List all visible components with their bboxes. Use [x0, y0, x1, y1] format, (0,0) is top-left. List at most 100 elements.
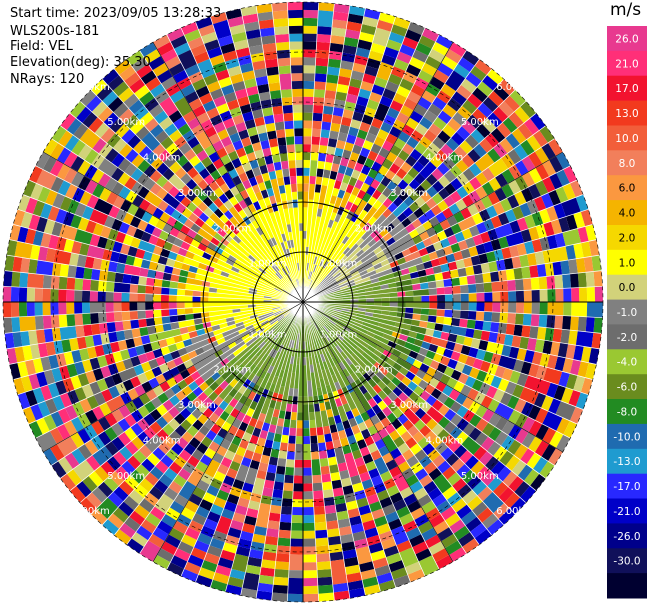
start-time-label: Start time: 2023/09/05 13:28:33 [10, 6, 222, 21]
colorbar-swatch [607, 523, 647, 549]
range-ring-label: 6.00km [72, 506, 110, 517]
range-ring-label: 6.00km [496, 82, 534, 93]
colorbar-tick-label: 8.0 [619, 158, 636, 170]
azimuth-spoke [152, 42, 304, 303]
colorbar-swatch [607, 374, 647, 400]
colorbar-swatch [607, 399, 647, 425]
colorbar-swatch [607, 324, 647, 350]
colorbar-swatch [607, 274, 647, 301]
range-ring-label: 2.00km [213, 365, 251, 376]
range-ring-label: 3.00km [178, 188, 216, 199]
range-ring-label: 1.00km [319, 259, 357, 270]
colorbar-swatch [607, 50, 647, 77]
range-ring-label: 5.00km [107, 117, 145, 128]
colorbar-tick-label: 4.0 [619, 208, 636, 220]
colorbar-tick-label: -8.0 [617, 407, 638, 419]
colorbar-swatch [607, 349, 647, 375]
colorbar-swatch [607, 249, 647, 276]
azimuth-spoke [302, 151, 563, 303]
radar-gate-cells [18, 17, 603, 594]
radar-gate-cells [20, 16, 597, 596]
range-ring-label: 4.00km [425, 435, 463, 446]
field-label: Field: VEL [10, 39, 73, 54]
colorbar-swatch [607, 26, 647, 52]
colorbar-tick-label: 17.0 [615, 83, 638, 95]
range-ring-label: 5.00km [461, 117, 499, 128]
colorbar-swatch [607, 175, 647, 201]
colorbar-swatch [607, 75, 647, 102]
radar-gate-cells [204, 270, 430, 426]
radar-gate-cells [4, 8, 572, 593]
colorbar-tick-label: -30.0 [613, 556, 640, 568]
azimuth-spoke [302, 301, 563, 453]
colorbar-swatch [607, 423, 647, 450]
range-ring-label: 6.00km [72, 82, 110, 93]
range-ring-label: 2.00km [213, 223, 251, 234]
colorbar-swatch [607, 200, 647, 226]
range-ring-label: 3.00km [390, 188, 428, 199]
range-ring-label: 1.00km [249, 329, 287, 340]
range-ring-label: 1.00km [249, 259, 287, 270]
nrays-label: NRays: 120 [10, 72, 85, 87]
azimuth-spoke [152, 301, 304, 562]
range-rings: 1.00km 1.00km 1.00km 1.00km 2.00km 2.00km 2.00… [2, 1, 604, 603]
azimuth-spoke [302, 301, 454, 562]
colorbar-unit: m/s [610, 0, 642, 20]
elevation-label: Elevation(deg): 35.30 [10, 55, 151, 70]
site-label: WLS200s-181 [10, 24, 100, 39]
colorbar-tick-label: -26.0 [613, 531, 640, 543]
radar-gate-cells [3, 19, 602, 583]
azimuth-spoke [302, 42, 454, 303]
range-ring-label: 5.00km [461, 471, 499, 482]
colorbar-tick-label: 26.0 [615, 33, 638, 45]
colorbar-swatch [607, 225, 647, 251]
colorbar-swatch [607, 125, 647, 151]
radar-gate-cells [36, 33, 570, 591]
range-ring-label: 2.00km [355, 365, 393, 376]
colorbar-tick-label: 0.0 [619, 282, 636, 294]
colorbar-tick-label: 21.0 [615, 58, 638, 70]
colorbar-swatch [607, 473, 647, 500]
colorbar-tick-label: -1.0 [617, 307, 638, 319]
colorbar-tick-label: -10.0 [613, 431, 640, 443]
colorbar-tick-label: 10.0 [615, 133, 638, 145]
azimuth-spoke [43, 151, 304, 303]
range-ring-label: 2.00km [355, 223, 393, 234]
colorbar-tick-label: 13.0 [615, 108, 638, 120]
colorbar-swatch [607, 299, 647, 325]
radar-gate-cells [185, 208, 424, 397]
range-ring-label: 4.00km [143, 153, 181, 164]
range-ring-label: 6.00km [496, 506, 534, 517]
colorbar-swatch [607, 100, 647, 126]
radar-gate-cells [17, 19, 595, 601]
range-ring-label: 5.00km [107, 471, 145, 482]
colorbar-tick-label: -6.0 [617, 382, 638, 394]
range-ring-label: 1.00km [319, 329, 357, 340]
radar-gate-cells [3, 3, 603, 587]
range-ring-label: 3.00km [178, 400, 216, 411]
colorbar-tick-label: 6.0 [619, 183, 636, 195]
colorbar-swatch [607, 448, 647, 475]
colorbar-swatch [607, 498, 647, 524]
range-ring-label: 3.00km [390, 400, 428, 411]
colorbar-tick-label: -17.0 [613, 481, 640, 493]
colorbar-tick-label: -4.0 [617, 357, 638, 369]
colorbar-swatch [607, 150, 647, 176]
radar-gate-cells [20, 2, 584, 602]
radar-plot [3, 2, 603, 602]
colorbar-swatch [607, 548, 647, 574]
radar-gate-cells [9, 10, 603, 583]
colorbar-tick-label: -2.0 [617, 332, 638, 344]
azimuth-spoke [43, 301, 304, 453]
colorbar-swatch [607, 573, 647, 599]
colorbar-tick-label: -21.0 [613, 506, 640, 518]
colorbar-tick-label: 2.0 [619, 232, 636, 244]
radar-gate-cells [215, 273, 430, 429]
range-ring-label: 4.00km [143, 435, 181, 446]
colorbar-tick-label: -13.0 [613, 456, 640, 468]
colorbar-tick-label: 1.0 [619, 257, 636, 269]
range-ring-label: 4.00km [425, 153, 463, 164]
colorbar: 26.0 21.0 17.0 13.0 10.0 8.0 6.0 4.0 2.0 1.0 0.0 -1… [607, 26, 647, 599]
radar-gate-cells [34, 11, 578, 599]
